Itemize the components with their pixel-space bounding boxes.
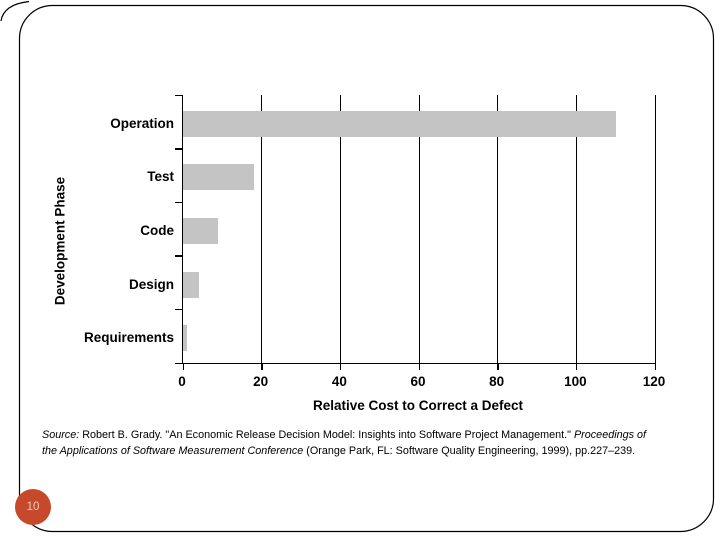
- bar-operation: [183, 110, 616, 137]
- x-tick-label-60: 60: [410, 374, 426, 389]
- page-number: 10: [26, 501, 40, 513]
- x-tick-20: [261, 363, 263, 370]
- category-label-operation: Operation: [110, 115, 174, 131]
- source-publisher: (Orange Park, FL: Software Quality Engin…: [303, 445, 636, 458]
- value-axis-labels: 0 20 40 60 80 100 120: [0, 374, 720, 390]
- x-tick-40: [339, 363, 342, 370]
- category-boundary-tick-5: [175, 362, 183, 364]
- x-tick-100: [575, 363, 578, 370]
- category-boundary-tick-4: [175, 308, 183, 311]
- source-label: Source:: [42, 429, 80, 441]
- bar-code: [183, 218, 219, 244]
- bar-requirements: [183, 325, 187, 352]
- category-boundary-tick-1: [175, 148, 183, 150]
- gridline-100: [575, 95, 577, 363]
- bar-design: [183, 271, 199, 298]
- category-axis-labels: Operation Test Code Design Requirements: [0, 95, 174, 363]
- gridline-20: [261, 95, 263, 363]
- source-citation: Source: Robert B. Grady. "An Economic Re…: [42, 427, 650, 459]
- x-tick-60: [418, 363, 420, 370]
- source-proceedings-title: Proceedings of the Applications of Softw…: [42, 429, 647, 458]
- x-axis-title: Relative Cost to Correct a Defect: [312, 398, 524, 413]
- x-tick-label-20: 20: [253, 374, 269, 389]
- x-tick-label-100: 100: [564, 374, 587, 389]
- x-tick-80: [497, 363, 499, 370]
- x-tick-0: [182, 363, 184, 370]
- x-tick-label-40: 40: [331, 374, 347, 389]
- source-author-title: Robert B. Grady. "An Economic Release De…: [79, 429, 574, 441]
- bar-test: [183, 164, 254, 191]
- gridline-60: [418, 95, 420, 363]
- category-boundary-tick-2: [175, 201, 183, 204]
- gridline-120: [654, 95, 656, 363]
- x-tick-label-120: 120: [642, 374, 666, 389]
- category-boundary-tick-0: [175, 94, 183, 96]
- outer-corner-arc: [0, 0, 30, 22]
- category-label-requirements: Requirements: [83, 330, 174, 346]
- category-label-code: Code: [140, 223, 174, 238]
- x-tick-120: [654, 363, 656, 370]
- gridline-40: [339, 95, 341, 363]
- x-tick-label-0: 0: [178, 374, 186, 389]
- category-label-design: Design: [128, 276, 174, 292]
- gridline-80: [497, 95, 499, 363]
- y-axis-title: Development Phase: [52, 176, 68, 306]
- x-tick-label-80: 80: [489, 374, 505, 389]
- chart-plot-area: [175, 94, 656, 370]
- category-label-test: Test: [147, 169, 174, 185]
- category-boundary-tick-3: [175, 255, 183, 257]
- page-number-badge: 10: [15, 489, 51, 525]
